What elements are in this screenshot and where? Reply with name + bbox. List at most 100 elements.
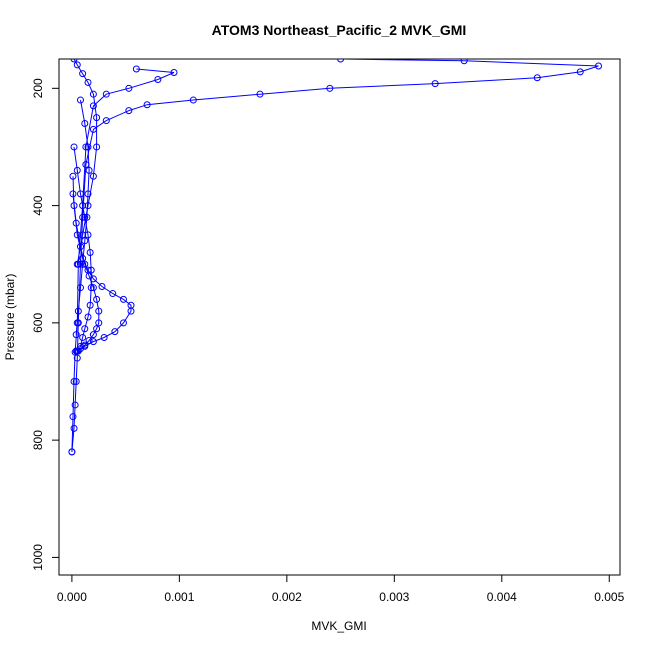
x-axis: 0.000 0.001 0.002 0.003 0.004 0.005 xyxy=(57,575,625,604)
data-point xyxy=(533,74,541,82)
y-axis-label: Pressure (mbar) xyxy=(3,274,17,361)
data-point xyxy=(79,70,87,78)
data-point xyxy=(89,90,97,98)
data-point xyxy=(154,76,162,84)
series-line xyxy=(75,99,90,335)
plot-frame xyxy=(58,58,621,576)
series-line xyxy=(71,59,599,452)
data-point xyxy=(460,59,468,65)
data-point xyxy=(69,413,77,421)
series-line xyxy=(71,68,175,452)
data-point xyxy=(84,313,92,321)
data-point xyxy=(86,249,94,256)
data-point xyxy=(79,334,87,342)
data-point xyxy=(143,101,151,109)
y-tick-label: 800 xyxy=(31,430,45,450)
data-point xyxy=(76,243,84,251)
data-point xyxy=(76,190,84,198)
y-axis: 200 400 600 800 1000 xyxy=(31,78,59,571)
data-point xyxy=(132,65,140,73)
data-point xyxy=(125,84,133,92)
data-point xyxy=(73,61,81,69)
data-point xyxy=(69,172,77,180)
data-point xyxy=(576,68,584,76)
data-point xyxy=(73,231,81,239)
data-point xyxy=(81,341,89,349)
data-point xyxy=(109,290,117,298)
data-point xyxy=(431,80,439,88)
data-point xyxy=(86,301,94,309)
data-point xyxy=(70,59,78,63)
x-tick-label: 0.005 xyxy=(594,590,624,604)
data-point xyxy=(73,354,81,362)
data-point xyxy=(89,172,97,180)
data-point xyxy=(93,143,101,151)
data-point xyxy=(68,448,76,456)
y-tick-label: 200 xyxy=(31,78,45,98)
x-tick-label: 0.004 xyxy=(487,590,517,604)
series-line xyxy=(73,146,92,352)
data-point xyxy=(70,378,78,385)
data-point xyxy=(79,202,87,210)
data-point xyxy=(83,213,91,221)
data-point xyxy=(170,68,178,76)
x-tick-label: 0.001 xyxy=(164,590,194,604)
data-point xyxy=(72,347,80,355)
data-point xyxy=(119,295,127,303)
data-point xyxy=(72,331,80,339)
data-point xyxy=(85,272,93,280)
x-axis-label: MVK_GMI xyxy=(311,619,366,633)
data-point xyxy=(93,295,101,303)
x-tick-label: 0.002 xyxy=(272,590,302,604)
data-point xyxy=(81,120,89,127)
data-point xyxy=(326,84,334,92)
data-point xyxy=(256,90,264,98)
data-point xyxy=(95,307,103,315)
data-point xyxy=(79,260,87,268)
data-point xyxy=(74,347,82,355)
data-point xyxy=(73,166,81,174)
data-point xyxy=(89,331,97,339)
data-point xyxy=(76,96,84,104)
x-tick-label: 0.003 xyxy=(379,590,409,604)
data-point xyxy=(70,424,78,432)
data-point xyxy=(98,283,106,291)
data-point xyxy=(85,166,93,174)
data-point xyxy=(81,325,89,333)
y-tick-label: 600 xyxy=(31,313,45,333)
data-point xyxy=(111,328,119,336)
data-point xyxy=(82,143,90,151)
data-series-group xyxy=(68,59,603,456)
data-point xyxy=(189,96,197,104)
data-point xyxy=(81,260,89,268)
data-point xyxy=(102,90,110,98)
data-point xyxy=(84,202,92,210)
data-point xyxy=(89,338,97,346)
data-point xyxy=(87,266,95,274)
data-point xyxy=(100,334,108,342)
data-point xyxy=(119,319,127,327)
data-point xyxy=(79,231,87,239)
data-point xyxy=(89,284,97,292)
series-line xyxy=(72,176,132,352)
data-point xyxy=(72,378,80,385)
data-point xyxy=(73,260,81,268)
data-point xyxy=(69,190,77,198)
data-point xyxy=(125,107,133,115)
data-point xyxy=(71,401,79,409)
x-tick-label: 0.000 xyxy=(57,590,87,604)
data-point xyxy=(595,62,603,70)
chart-title: ATOM3 Northeast_Pacific_2 MVK_GMI xyxy=(212,22,467,38)
y-tick-label: 1000 xyxy=(31,544,45,571)
data-point xyxy=(127,307,135,315)
data-point xyxy=(337,59,345,63)
data-point xyxy=(85,336,93,344)
data-point xyxy=(70,143,78,151)
data-point xyxy=(84,78,92,86)
data-point xyxy=(72,219,80,227)
series-line xyxy=(72,193,100,352)
data-point xyxy=(93,325,101,333)
data-point xyxy=(95,319,103,327)
